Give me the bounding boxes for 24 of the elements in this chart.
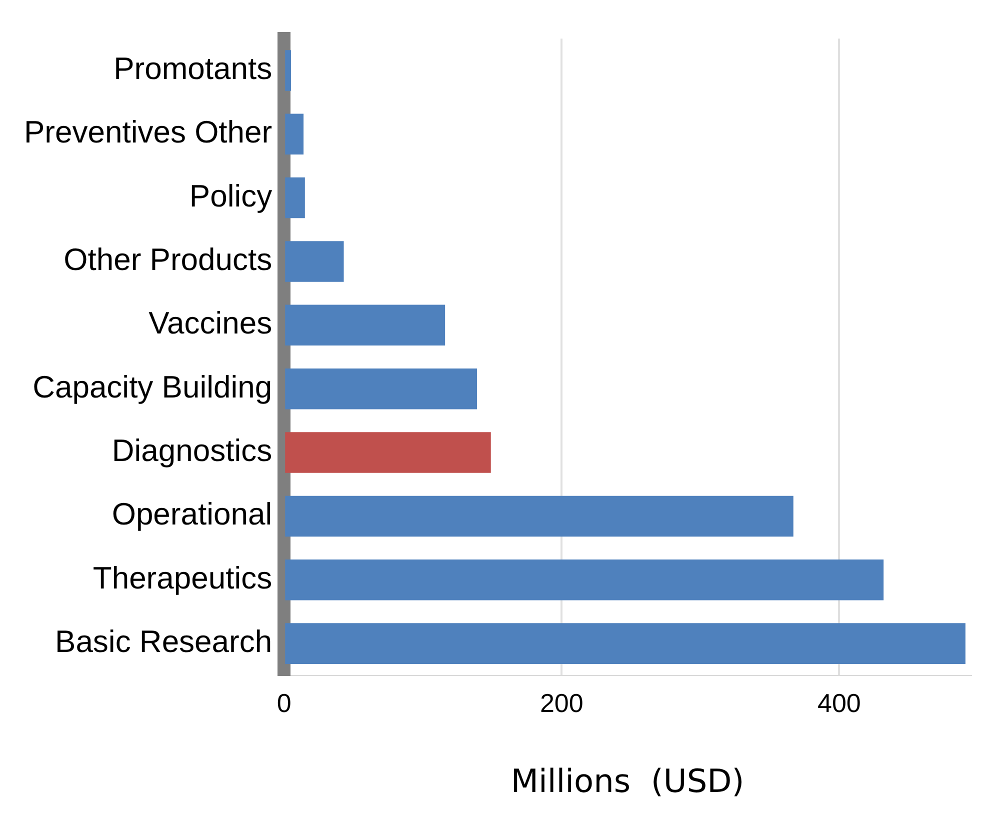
y-tick-label: Preventives Other	[24, 114, 272, 150]
y-tick-label: Operational	[112, 496, 272, 532]
y-tick-label: Therapeutics	[92, 560, 272, 596]
x-tick-label: 400	[817, 688, 861, 718]
bar	[285, 496, 794, 537]
x-tick-label: 200	[540, 688, 584, 718]
x-tick-label: 0	[276, 688, 292, 718]
bar	[285, 114, 304, 154]
y-tick-label: Other Products	[64, 242, 272, 278]
y-tick-label: Policy	[189, 178, 273, 214]
y-tick-label: Diagnostics	[112, 433, 272, 468]
bar	[285, 432, 491, 473]
y-tick-label: Basic Research	[55, 624, 272, 660]
bar	[285, 560, 884, 600]
bar	[285, 304, 446, 346]
y-tick-label: Capacity Building	[32, 369, 272, 404]
y-tick-label: Vaccines	[148, 306, 272, 341]
bar	[285, 368, 477, 410]
bar	[285, 50, 292, 91]
bar	[285, 177, 305, 218]
x-axis-title: Millions (USD)	[510, 762, 744, 800]
bar	[285, 623, 966, 664]
bar	[285, 241, 344, 282]
y-tick-label: Promotants	[114, 50, 272, 86]
